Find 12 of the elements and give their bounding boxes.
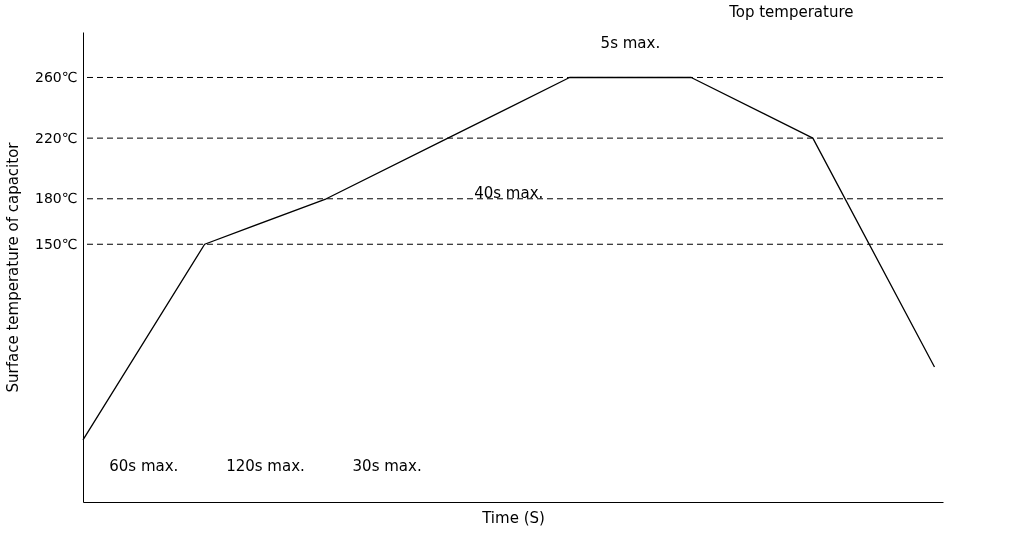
x-axis-title: Time (S) [481,508,545,527]
annotation: 5s max. [600,33,661,52]
annotation: 120s max. [226,456,305,475]
chart-title: Top temperature [728,3,854,21]
y-tick-label: 180℃ [35,190,78,207]
y-tick-label: 150℃ [35,235,78,252]
annotation: 60s max. [109,456,179,475]
annotation: 30s max. [352,456,422,475]
y-tick-label: 260℃ [35,68,78,85]
annotation: 40s max. [474,184,544,203]
y-tick-label: 220℃ [35,129,78,146]
y-axis-title: Surface temperature of capacitor [4,141,23,393]
